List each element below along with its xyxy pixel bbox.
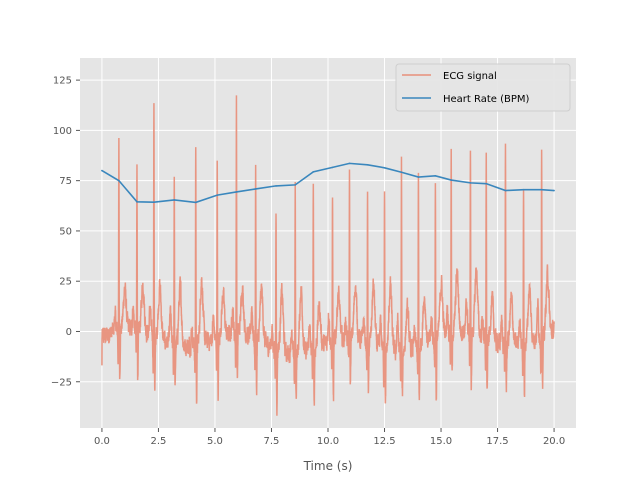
y-tick-label-6: 125 [53,76,72,87]
heart-rate-point-15 [383,166,386,169]
y-tick-label-2: 25 [59,277,72,288]
x-tick-label-3: 7.5 [264,436,280,447]
heart-rate-point-23 [522,188,525,191]
legend-box [395,63,571,112]
legend: ECG signal Heart Rate (BPM) [395,63,571,112]
y-tick-label-4: 75 [59,176,72,187]
ecg-series [101,95,555,416]
y-axis-ticks: −25 0 25 50 75 100 125 [51,76,80,388]
heart-rate-point-9 [275,185,277,187]
heart-rate-point-22 [504,189,507,192]
heart-rate-point-2 [136,200,138,203]
heart-rate-point-8 [254,188,257,190]
heart-rate-point-0 [101,169,103,172]
heart-rate-point-16 [400,171,403,174]
x-tick-label-7: 17.5 [486,436,508,447]
heart-rate-point-21 [485,182,488,185]
heart-rate-point-17 [417,176,420,178]
heart-rate-point-4 [173,199,176,201]
heart-rate-point-18 [434,175,437,177]
heart-rate-point-3 [153,201,155,203]
heart-rate-point-20 [469,182,472,184]
heart-rate-line [101,162,555,204]
y-tick-label-5: 100 [53,126,72,137]
heart-rate-point-14 [366,163,369,166]
heart-rate-point-24 [540,188,543,191]
x-tick-label-8: 20.0 [543,436,565,447]
y-tick-label-3: 50 [59,226,72,237]
x-tick-label-0: 0.0 [94,436,110,447]
x-tick-label-2: 5.0 [207,436,223,447]
heart-rate-series [101,162,555,204]
heart-rate-point-10 [294,184,297,186]
y-tick-label-1: 0 [66,327,72,338]
x-tick-label-4: 10.0 [317,436,339,447]
x-tick-label-1: 2.5 [150,436,166,447]
heart-rate-point-13 [348,162,351,165]
legend-label-ecg: ECG signal [443,71,497,82]
heart-rate-point-19 [450,179,453,181]
heart-rate-point-11 [312,171,315,173]
x-axis-ticks: 0.0 2.5 5.0 7.5 10.0 12.5 15.0 17.5 20.0 [94,428,565,447]
ecg-line [101,95,555,416]
legend-label-heart-rate: Heart Rate (BPM) [443,94,530,105]
x-tick-label-5: 12.5 [373,436,395,447]
x-axis-label: Time (s) [303,459,353,473]
heart-rate-point-7 [235,191,238,193]
x-tick-label-6: 15.0 [430,436,452,447]
y-tick-label-0: −25 [51,377,72,388]
heart-rate-point-25 [553,189,555,192]
heart-rate-point-1 [118,179,120,182]
heart-rate-point-12 [331,166,334,169]
heart-rate-point-6 [216,194,219,196]
heart-rate-point-5 [194,201,197,204]
